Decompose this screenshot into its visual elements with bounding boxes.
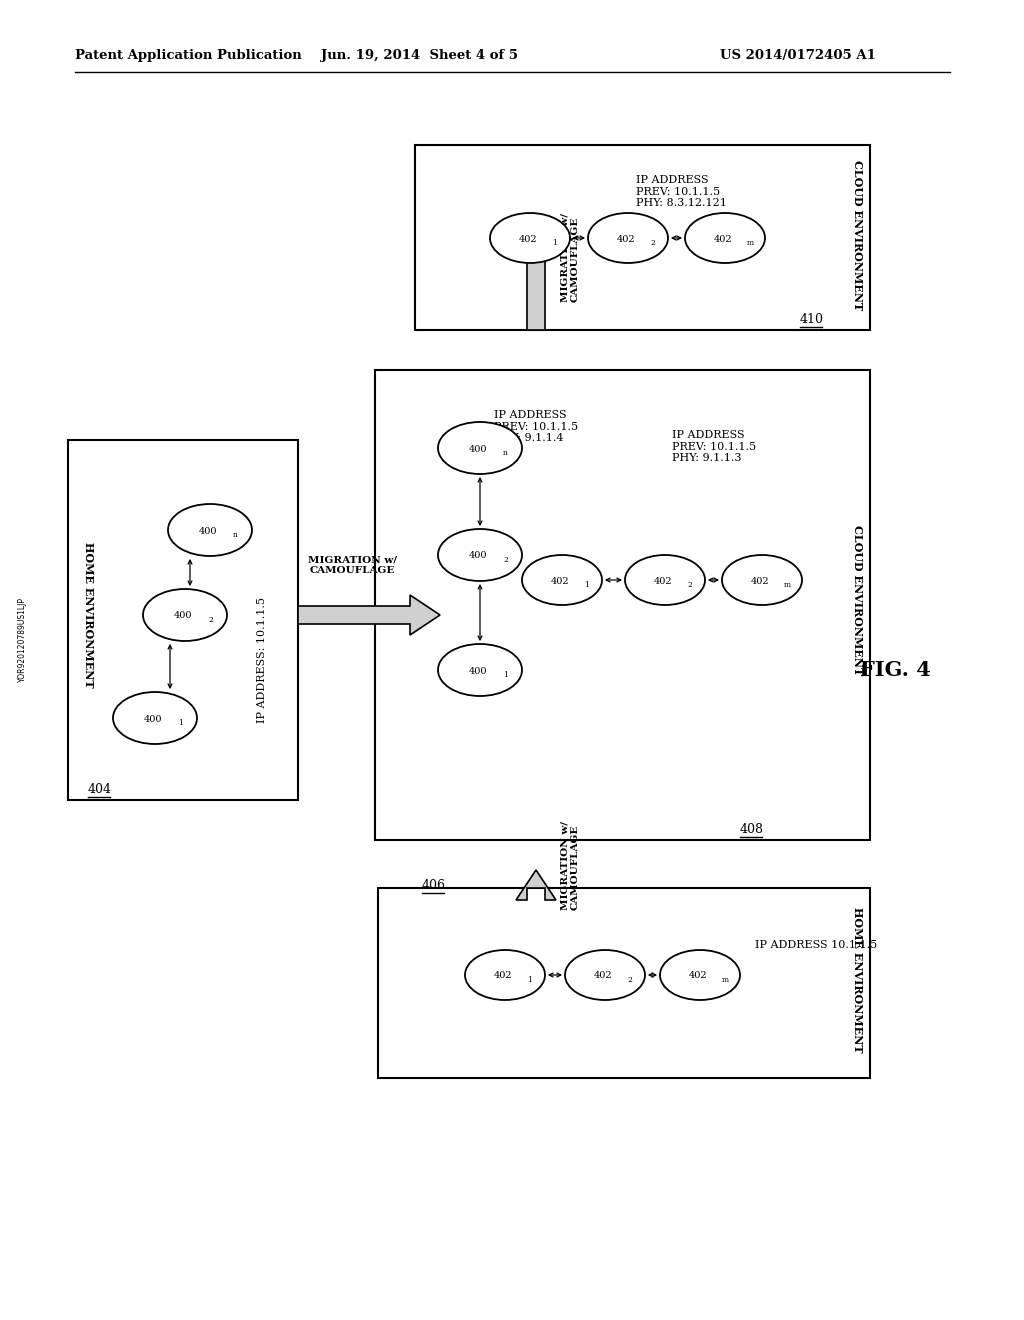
Text: 402: 402 <box>689 972 708 981</box>
FancyArrow shape <box>298 595 440 635</box>
Text: 404: 404 <box>88 783 112 796</box>
Text: IP ADDRESS
PREV: 10.1.1.5
PHY: 8.3.12.121: IP ADDRESS PREV: 10.1.1.5 PHY: 8.3.12.12… <box>636 176 727 209</box>
Text: 402: 402 <box>714 235 732 243</box>
Text: 402: 402 <box>519 235 538 243</box>
FancyArrow shape <box>516 215 556 330</box>
Bar <box>68 440 298 800</box>
Text: 1: 1 <box>178 719 183 727</box>
Text: 402: 402 <box>551 577 569 586</box>
FancyArrow shape <box>516 870 556 900</box>
Text: n: n <box>233 531 238 539</box>
Text: 406: 406 <box>422 879 446 892</box>
Text: 402: 402 <box>653 577 673 586</box>
Ellipse shape <box>522 554 602 605</box>
Text: IP ADDRESS
PREV: 10.1.1.5
PHY: 9.1.1.4: IP ADDRESS PREV: 10.1.1.5 PHY: 9.1.1.4 <box>494 411 579 444</box>
Text: m: m <box>784 581 792 589</box>
Bar <box>415 145 870 330</box>
Ellipse shape <box>722 554 802 605</box>
Ellipse shape <box>438 422 522 474</box>
Text: CLOUD ENVIRONMENT: CLOUD ENVIRONMENT <box>853 160 863 310</box>
Text: 400: 400 <box>469 445 487 454</box>
Ellipse shape <box>490 213 570 263</box>
Text: YOR920120789US1LJP: YOR920120789US1LJP <box>17 598 27 682</box>
Text: 402: 402 <box>751 577 769 586</box>
Text: 1: 1 <box>527 975 531 983</box>
Text: 1: 1 <box>584 581 589 589</box>
Bar <box>378 888 870 1078</box>
Text: IP ADDRESS: 10.1.1.5: IP ADDRESS: 10.1.1.5 <box>257 597 267 723</box>
Text: m: m <box>746 239 754 247</box>
Text: 1: 1 <box>503 671 508 678</box>
Text: IP ADDRESS 10.1.1.5: IP ADDRESS 10.1.1.5 <box>755 940 878 950</box>
Ellipse shape <box>685 213 765 263</box>
Text: 2: 2 <box>503 556 508 564</box>
Ellipse shape <box>438 529 522 581</box>
Ellipse shape <box>588 213 668 263</box>
Text: 2: 2 <box>650 239 655 247</box>
Ellipse shape <box>465 950 545 1001</box>
Ellipse shape <box>113 692 197 744</box>
Text: 410: 410 <box>800 313 824 326</box>
Text: 400: 400 <box>199 527 217 536</box>
Text: 400: 400 <box>469 667 487 676</box>
Text: Patent Application Publication: Patent Application Publication <box>75 49 302 62</box>
Ellipse shape <box>438 644 522 696</box>
Text: 2: 2 <box>208 616 213 624</box>
Text: 1: 1 <box>552 239 557 247</box>
Text: HOME ENVIRONMENT: HOME ENVIRONMENT <box>853 907 863 1053</box>
Ellipse shape <box>168 504 252 556</box>
Text: HOME ENVIRONMENT: HOME ENVIRONMENT <box>83 543 93 688</box>
Text: 402: 402 <box>616 235 635 243</box>
Text: 400: 400 <box>174 611 193 620</box>
Ellipse shape <box>143 589 227 642</box>
Text: 402: 402 <box>594 972 612 981</box>
Text: 400: 400 <box>469 552 487 561</box>
Text: 400: 400 <box>143 714 162 723</box>
Text: n: n <box>503 449 508 457</box>
Text: Jun. 19, 2014  Sheet 4 of 5: Jun. 19, 2014 Sheet 4 of 5 <box>322 49 518 62</box>
Text: FIG. 4: FIG. 4 <box>860 660 931 680</box>
Text: m: m <box>722 975 729 983</box>
Text: IP ADDRESS
PREV: 10.1.1.5
PHY: 9.1.1.3: IP ADDRESS PREV: 10.1.1.5 PHY: 9.1.1.3 <box>672 430 756 463</box>
Text: MIGRATION w/
CAMOUFLAGE: MIGRATION w/ CAMOUFLAGE <box>560 214 580 302</box>
Ellipse shape <box>565 950 645 1001</box>
Text: 2: 2 <box>627 975 632 983</box>
Ellipse shape <box>625 554 705 605</box>
Text: 408: 408 <box>740 822 764 836</box>
Bar <box>375 370 870 840</box>
Text: CLOUD ENVIRONMENT: CLOUD ENVIRONMENT <box>853 525 863 675</box>
Text: MIGRATION w/
CAMOUFLAGE: MIGRATION w/ CAMOUFLAGE <box>307 556 396 576</box>
Text: MIGRATION w/
CAMOUFLAGE: MIGRATION w/ CAMOUFLAGE <box>560 821 580 909</box>
Text: 2: 2 <box>687 581 692 589</box>
Text: 402: 402 <box>494 972 512 981</box>
Text: US 2014/0172405 A1: US 2014/0172405 A1 <box>720 49 876 62</box>
Ellipse shape <box>660 950 740 1001</box>
